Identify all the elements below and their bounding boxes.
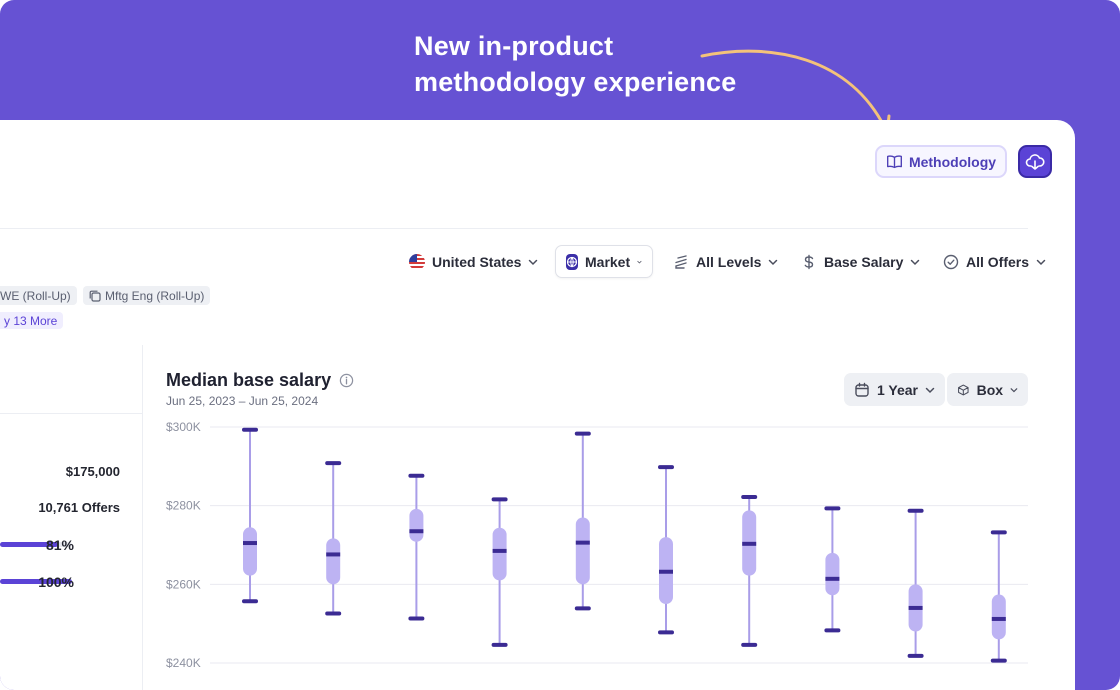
box-iqr [409, 508, 424, 542]
globe-icon [566, 253, 578, 270]
cloud-download-icon [1025, 153, 1045, 170]
panel-divider [142, 345, 143, 690]
cube-icon [958, 384, 969, 395]
chevron-down-icon [769, 259, 778, 265]
headline-line-1: New in-product [414, 31, 614, 61]
sidebar-divider [0, 413, 142, 414]
offers-count: 10,761 Offers [38, 500, 120, 515]
banner-headline: New in-product methodology experience [414, 28, 736, 100]
box-plot-chart: $300K $280K $260K $240K [166, 420, 1028, 670]
y-tick-label: $240K [166, 656, 201, 670]
box-iqr [575, 517, 590, 585]
chevron-down-icon [637, 260, 642, 263]
progress-bar-2 [0, 579, 72, 584]
progress-fill-1 [0, 542, 59, 547]
chevron-down-icon [1010, 387, 1018, 392]
chart-type-label: Box [976, 381, 1004, 398]
box-iqr [825, 552, 840, 596]
stack-icon [675, 254, 687, 269]
book-open-icon [886, 155, 902, 169]
dollar-icon [804, 254, 814, 269]
filter-offers[interactable]: All Offers [933, 245, 1056, 278]
show-more-label: y 13 More [4, 313, 58, 328]
filter-market[interactable]: Market [555, 245, 653, 278]
headline-line-2: methodology experience [414, 67, 737, 97]
progress-value-1: 81% [45, 537, 74, 553]
methodology-label: Methodology [908, 153, 997, 170]
filter-compensation[interactable]: Base Salary [791, 245, 930, 278]
chip-label: WE (Roll-Up) [0, 288, 71, 303]
median-salary-value: $175,000 [65, 464, 120, 479]
filter-levels[interactable]: All Levels [663, 245, 788, 278]
info-icon[interactable] [339, 373, 354, 388]
filter-offers-label: All Offers [966, 253, 1030, 270]
range-select-label: 1 Year [877, 381, 919, 398]
show-more-chip[interactable]: y 13 More [0, 312, 64, 329]
filter-country-label: United States [432, 253, 522, 270]
chart-title: Median base salary [166, 370, 332, 390]
box-iqr [243, 527, 257, 576]
range-select[interactable]: 1 Year [844, 373, 946, 406]
chart-type-select[interactable]: Box [947, 373, 1028, 406]
progress-value-2: 100% [38, 574, 74, 590]
y-tick-label: $300K [166, 420, 201, 434]
job-family-chip[interactable]: Mftg Eng (Roll-Up) [83, 286, 211, 305]
filter-country[interactable]: United States [399, 245, 548, 278]
us-flag-icon [409, 253, 425, 270]
filter-market-label: Market [585, 253, 631, 270]
chart-date-range: Jun 25, 2023 – Jun 25, 2024 [166, 394, 319, 408]
box-iqr [492, 527, 507, 581]
filter-compensation-label: Base Salary [824, 253, 904, 270]
calendar-icon [855, 382, 869, 397]
header-divider [0, 228, 1028, 229]
job-family-chip[interactable]: WE (Roll-Up) [0, 286, 77, 305]
product-card: Methodology United States Market All Lev… [0, 120, 1075, 690]
y-tick-label: $260K [166, 577, 201, 591]
chevron-down-icon [925, 387, 935, 393]
progress-fill-2 [0, 579, 72, 584]
chevron-down-icon [529, 259, 538, 265]
copy-icon [89, 290, 101, 302]
check-circle-icon [943, 254, 959, 269]
chevron-down-icon [911, 259, 920, 265]
progress-bar-1 [0, 542, 72, 547]
chip-label: Mftg Eng (Roll-Up) [105, 288, 205, 303]
filter-levels-label: All Levels [696, 253, 762, 270]
chevron-down-icon [1036, 259, 1046, 265]
y-tick-label: $280K [166, 499, 201, 513]
box-iqr [326, 538, 341, 585]
download-button[interactable] [1018, 145, 1052, 178]
methodology-button[interactable]: Methodology [875, 145, 1007, 178]
